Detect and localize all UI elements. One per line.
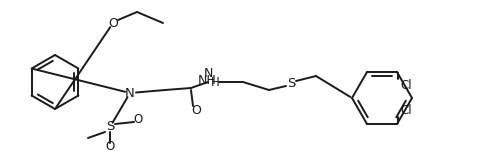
Text: H: H <box>211 76 219 88</box>
Text: Cl: Cl <box>400 104 412 118</box>
Text: O: O <box>105 140 115 154</box>
Text: S: S <box>106 121 114 133</box>
Text: N: N <box>125 86 135 99</box>
Text: Cl: Cl <box>400 79 412 91</box>
Text: NH: NH <box>198 74 216 86</box>
Text: S: S <box>287 77 295 89</box>
Text: N: N <box>203 67 213 80</box>
Text: O: O <box>191 103 201 117</box>
Text: O: O <box>108 16 118 30</box>
Text: O: O <box>133 113 143 125</box>
